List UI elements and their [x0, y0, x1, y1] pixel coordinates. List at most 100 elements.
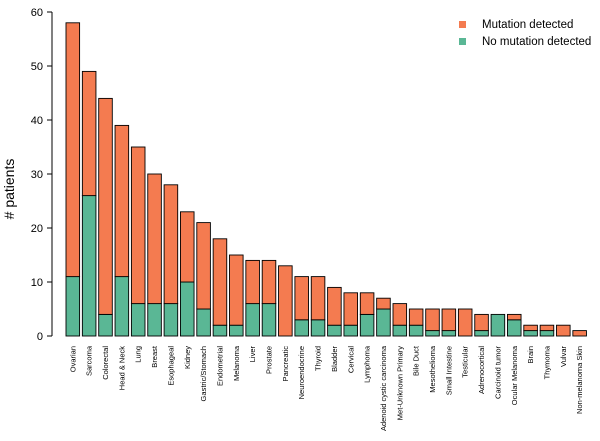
legend-label: No mutation detected — [482, 36, 591, 48]
category-label: Testicular — [461, 346, 470, 378]
bar-mutation — [457, 308, 473, 337]
y-tick-label: 20 — [31, 223, 43, 235]
legend-swatch — [459, 21, 466, 28]
bar-no-mutation — [392, 324, 408, 337]
bar-no-mutation — [408, 324, 424, 337]
bar-no-mutation — [212, 324, 228, 337]
bar-no-mutation — [523, 330, 538, 337]
category-label: Adenoid cystic carcinoma — [379, 345, 388, 431]
category-label: Liver — [248, 346, 257, 363]
bar-no-mutation — [81, 195, 97, 337]
category-label: Colorectal — [101, 346, 110, 380]
bar-mutation — [114, 124, 130, 278]
y-tick-label: 0 — [37, 331, 43, 343]
category-label: Thyroid — [314, 346, 323, 371]
bar-no-mutation — [65, 276, 81, 337]
bar-no-mutation — [196, 308, 211, 337]
category-label: Neuroendocrine — [297, 346, 306, 399]
category-label: Cervical — [346, 346, 355, 373]
category-label: Ocular Melanoma — [510, 345, 519, 405]
bar-mutation — [98, 97, 113, 315]
legend: Mutation detected No mutation detected — [459, 19, 591, 48]
bar-mutation — [261, 259, 277, 305]
bar-mutation — [310, 276, 326, 321]
bar-no-mutation — [114, 276, 130, 337]
category-label: Bladder — [330, 346, 339, 372]
bar-mutation — [572, 330, 587, 337]
bar-mutation — [245, 259, 260, 305]
category-label: Esophageal — [166, 346, 175, 386]
bar-no-mutation — [343, 324, 359, 337]
category-label: Endometrial — [215, 346, 224, 386]
category-label: Brain — [526, 346, 535, 364]
bar-mutation — [539, 324, 555, 332]
category-label: Carcinoid tumor — [493, 345, 502, 398]
bar-no-mutation — [147, 303, 162, 337]
bar-mutation — [179, 211, 195, 283]
category-label: Mesothelioma — [428, 345, 437, 393]
category-label: Lung — [134, 346, 143, 363]
bar-no-mutation — [310, 319, 326, 337]
bar-mutation — [327, 286, 342, 326]
category-label: Thymoma — [542, 345, 551, 379]
legend-swatch — [459, 38, 466, 45]
bar-no-mutation — [490, 313, 506, 337]
category-label: Adrenocortical — [477, 346, 486, 394]
y-axis: 0 10 20 30 40 50 60 — [31, 7, 53, 343]
category-label: Prostate — [265, 346, 274, 374]
category-label: Melanoma — [232, 345, 241, 381]
category-label: Small Intestine — [444, 346, 453, 395]
category-label: Kidney — [183, 346, 192, 369]
bar-no-mutation — [245, 303, 260, 337]
category-label: Gastric/Stomach — [199, 346, 208, 401]
category-label: Pancreatic — [281, 346, 290, 382]
category-label: Lymphoma — [363, 345, 372, 383]
category-label: Sarcoma — [85, 345, 94, 376]
bar-no-mutation — [425, 330, 440, 337]
bar-no-mutation — [179, 281, 195, 337]
bar-mutation — [130, 146, 146, 305]
bar-mutation — [474, 313, 489, 332]
bar-mutation — [507, 313, 522, 321]
y-tick-label: 10 — [31, 277, 43, 289]
bar-no-mutation — [376, 308, 391, 337]
y-tick-label: 40 — [31, 115, 43, 127]
category-label: Met-Unknown Primary — [395, 346, 404, 420]
bar-mutation — [81, 70, 97, 197]
bar-mutation — [229, 254, 244, 326]
bar-mutation — [441, 308, 457, 332]
bar-mutation — [359, 292, 375, 315]
bar-mutation — [376, 297, 391, 310]
y-axis-title: # patients — [1, 159, 17, 220]
bars — [65, 22, 587, 337]
bar-no-mutation — [327, 324, 342, 337]
bar-mutation — [163, 184, 179, 305]
legend-label: Mutation detected — [482, 19, 573, 31]
bar-no-mutation — [98, 313, 113, 337]
category-label: Bile Duct — [412, 345, 421, 376]
bar-no-mutation — [163, 303, 179, 337]
category-label: Head & Neck — [117, 346, 126, 390]
category-label: Non-melanoma Skin — [575, 346, 584, 414]
bar-mutation — [212, 238, 228, 326]
category-labels: Ovarian Sarcoma Colorectal Head & Neck Lung B… — [68, 345, 584, 431]
bar-mutation — [196, 222, 211, 310]
bar-mutation — [65, 22, 81, 278]
bar-mutation — [392, 303, 408, 326]
category-label: Breast — [150, 345, 159, 368]
bar-no-mutation — [539, 330, 555, 337]
bar-mutation — [425, 308, 440, 332]
bar-no-mutation — [294, 319, 309, 337]
category-label: Ovarian — [68, 346, 77, 372]
bar-no-mutation — [261, 303, 277, 337]
bar-mutation — [523, 324, 538, 332]
bar-mutation — [408, 308, 424, 326]
bar-no-mutation — [229, 324, 244, 337]
bar-no-mutation — [507, 319, 522, 337]
bar-mutation — [556, 324, 571, 337]
y-tick-label: 50 — [31, 61, 43, 73]
bar-no-mutation — [441, 330, 457, 337]
bar-mutation — [343, 292, 359, 326]
category-label: Vulvar — [559, 346, 568, 367]
